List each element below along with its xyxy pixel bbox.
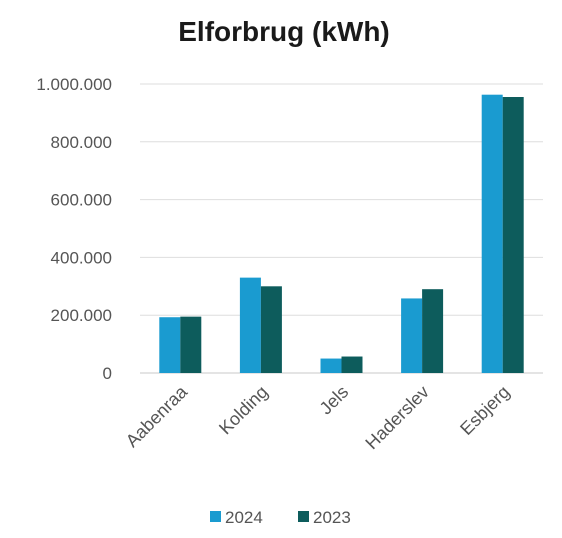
chart-title: Elforbrug (kWh) — [178, 16, 390, 47]
y-tick-label: 600.000 — [51, 191, 112, 210]
bar-2024-esbjerg — [481, 94, 503, 374]
bar-2023-esbjerg — [502, 97, 524, 373]
legend-swatch — [298, 511, 309, 522]
legend: 2024 2023 — [210, 508, 351, 527]
x-tick-label: Esbjerg — [456, 382, 513, 439]
y-tick-label: 800.000 — [51, 133, 112, 152]
bars — [159, 94, 524, 374]
x-axis-ticks: Aabenraa Kolding Jels Haderslev Esbjerg — [122, 381, 514, 453]
y-tick-label: 200.000 — [51, 306, 112, 325]
x-tick-label: Aabenraa — [122, 381, 192, 451]
bar-2024-aabenraa — [159, 317, 181, 373]
y-tick-label: 0 — [103, 364, 112, 383]
legend-label: 2024 — [225, 508, 263, 527]
legend-label: 2023 — [313, 508, 351, 527]
bar-2024-kolding — [239, 277, 261, 373]
bar-2023-aabenraa — [180, 316, 202, 373]
y-tick-label: 1.000.000 — [36, 75, 112, 94]
bar-2024-haderslev — [401, 298, 423, 373]
bar-2023-haderslev — [422, 289, 444, 373]
y-axis-ticks: 0 200.000 400.000 600.000 800.000 1.000.000 — [36, 75, 112, 383]
bar-2024-jels — [320, 358, 342, 373]
x-tick-label: Kolding — [215, 382, 272, 439]
bar-2023-kolding — [260, 286, 282, 373]
legend-swatch — [210, 511, 221, 522]
y-tick-label: 400.000 — [51, 248, 112, 267]
bar-2023-jels — [341, 356, 363, 373]
gridlines — [140, 83, 543, 374]
x-tick-label: Jels — [316, 382, 353, 419]
x-tick-label: Haderslev — [361, 382, 432, 453]
